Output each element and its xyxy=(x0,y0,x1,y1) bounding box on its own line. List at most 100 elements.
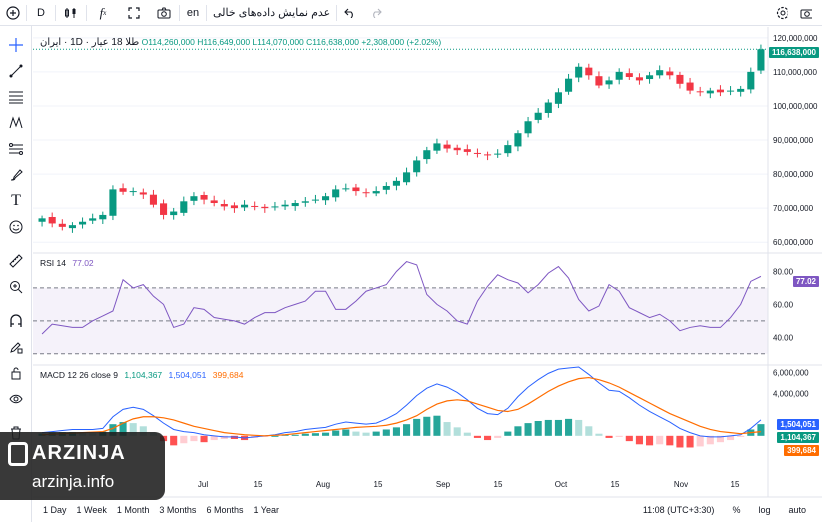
macd-tick-label: 4,000,000 xyxy=(773,389,809,398)
clock: 11:08 (UTC+3:30) xyxy=(642,505,715,515)
stay-drawing-tool[interactable] xyxy=(0,334,32,360)
signal-line xyxy=(42,376,761,437)
hide-tool[interactable] xyxy=(0,386,32,412)
camera-icon xyxy=(157,7,171,18)
macd-hist-bar xyxy=(504,431,512,436)
macd-tag: 1,504,051 xyxy=(777,419,819,430)
candle-body xyxy=(605,80,613,85)
fib-icon xyxy=(9,143,23,155)
candle-body xyxy=(180,201,188,213)
candles-icon xyxy=(65,7,76,18)
time-tick-label: Oct xyxy=(555,480,568,489)
candle-body xyxy=(160,203,168,215)
brand-url: arzinja.info xyxy=(32,472,115,491)
emoji-tool[interactable] xyxy=(0,214,32,240)
range-6m[interactable]: 6 Months xyxy=(206,505,244,515)
candle-body xyxy=(58,223,66,227)
candle-body xyxy=(291,203,299,207)
range-1d[interactable]: 1 Day xyxy=(43,505,67,515)
candle-body xyxy=(251,205,259,207)
brand-logo-icon xyxy=(8,442,28,466)
zoom-tool[interactable] xyxy=(0,274,32,300)
fib-tool[interactable] xyxy=(0,136,32,162)
candle-body xyxy=(362,192,370,194)
macd-hist-bar xyxy=(686,435,694,448)
price-legend: طلا 18 عیار · 1D · ایران O114,260,000 H1… xyxy=(40,37,441,48)
candle-body xyxy=(575,66,583,78)
macd-signal-value: 399,684 xyxy=(212,370,244,380)
macd-hist-bar xyxy=(332,430,340,436)
text-tool[interactable]: T xyxy=(11,192,21,209)
snapshot-button[interactable] xyxy=(794,0,818,26)
percent-toggle[interactable]: % xyxy=(732,505,741,515)
range-3m[interactable]: 3 Months xyxy=(159,505,197,515)
macd-hist-bar xyxy=(180,435,188,444)
brand-watermark: ARZINJA arzinja.info xyxy=(0,432,165,500)
candle-body xyxy=(190,196,198,201)
candle-body xyxy=(241,204,249,208)
pencil-lock-icon xyxy=(10,342,23,354)
crosshair-tool[interactable] xyxy=(0,32,32,58)
candle-body xyxy=(666,71,674,76)
ruler-icon xyxy=(9,254,23,268)
candle-body xyxy=(757,49,765,71)
time-tick-label: 15 xyxy=(731,480,740,489)
macd-hist-bar xyxy=(119,422,127,436)
pattern-icon xyxy=(9,116,23,129)
horizontal-lines-tool[interactable] xyxy=(0,84,32,110)
settings-button[interactable] xyxy=(770,0,794,26)
candle-body xyxy=(473,152,481,154)
plus-circle-icon xyxy=(6,5,20,20)
macd-hist-bar xyxy=(473,435,481,438)
redo-button[interactable] xyxy=(363,0,389,26)
hist-tag: 1,104,367 xyxy=(777,432,819,443)
add-symbol-button[interactable] xyxy=(0,0,26,26)
undo-button[interactable] xyxy=(337,0,363,26)
price-tick-label: 120,000,000 xyxy=(773,34,818,43)
time-tick-label: Jul xyxy=(198,480,208,489)
bottom-toolbar: 1 Day 1 Week 1 Month 3 Months 6 Months 1… xyxy=(33,498,822,522)
grid xyxy=(33,37,822,498)
range-1w[interactable]: 1 Week xyxy=(76,505,107,515)
range-1m[interactable]: 1 Month xyxy=(116,505,150,515)
empty-data-toggle[interactable]: عدم نمایش داده‌های خالی xyxy=(213,7,331,19)
macd-hist-bar xyxy=(443,422,451,436)
lock-icon xyxy=(11,367,21,380)
macd-hist-bar xyxy=(565,418,573,436)
trendline-tool[interactable] xyxy=(0,58,32,84)
macd-hist-bar xyxy=(322,432,330,436)
fullscreen-icon xyxy=(128,6,140,19)
candle-body xyxy=(463,149,471,152)
pattern-tool[interactable] xyxy=(0,110,32,136)
signal-tag: 399,684 xyxy=(784,445,819,456)
macd-hist-bar xyxy=(706,435,714,445)
auto-toggle[interactable]: auto xyxy=(788,505,806,515)
language-button[interactable]: en xyxy=(186,6,200,19)
fullscreen-button[interactable] xyxy=(119,0,149,26)
chart-type-button[interactable] xyxy=(56,0,86,26)
candle-body xyxy=(68,225,76,229)
candle-body xyxy=(737,88,745,92)
log-toggle[interactable]: log xyxy=(758,505,771,515)
macd-hist-bar xyxy=(554,419,562,436)
macd-hist-bar xyxy=(676,435,684,448)
candle-body xyxy=(625,73,633,77)
fx-icon: f xyxy=(99,4,104,20)
candle-body xyxy=(89,218,97,221)
macd-hist-bar xyxy=(716,435,724,443)
range-1y[interactable]: 1 Year xyxy=(253,505,279,515)
macd-label: MACD 12 26 close 9 xyxy=(40,370,118,380)
timeframe-button[interactable]: D xyxy=(37,6,45,19)
lock-tool[interactable] xyxy=(0,360,32,386)
rsi-pane xyxy=(33,261,768,355)
macd-hist-bar xyxy=(382,429,390,436)
rsi-legend: RSI 14 77.02 xyxy=(40,258,94,268)
brush-tool[interactable] xyxy=(0,162,32,188)
macd-hist-bar xyxy=(635,435,643,445)
screenshot-button[interactable] xyxy=(149,0,179,26)
ruler-tool[interactable] xyxy=(0,248,32,274)
macd-hist-value: 1,104,367 xyxy=(124,370,163,380)
magnet-tool[interactable] xyxy=(0,308,32,334)
divider xyxy=(336,4,338,21)
